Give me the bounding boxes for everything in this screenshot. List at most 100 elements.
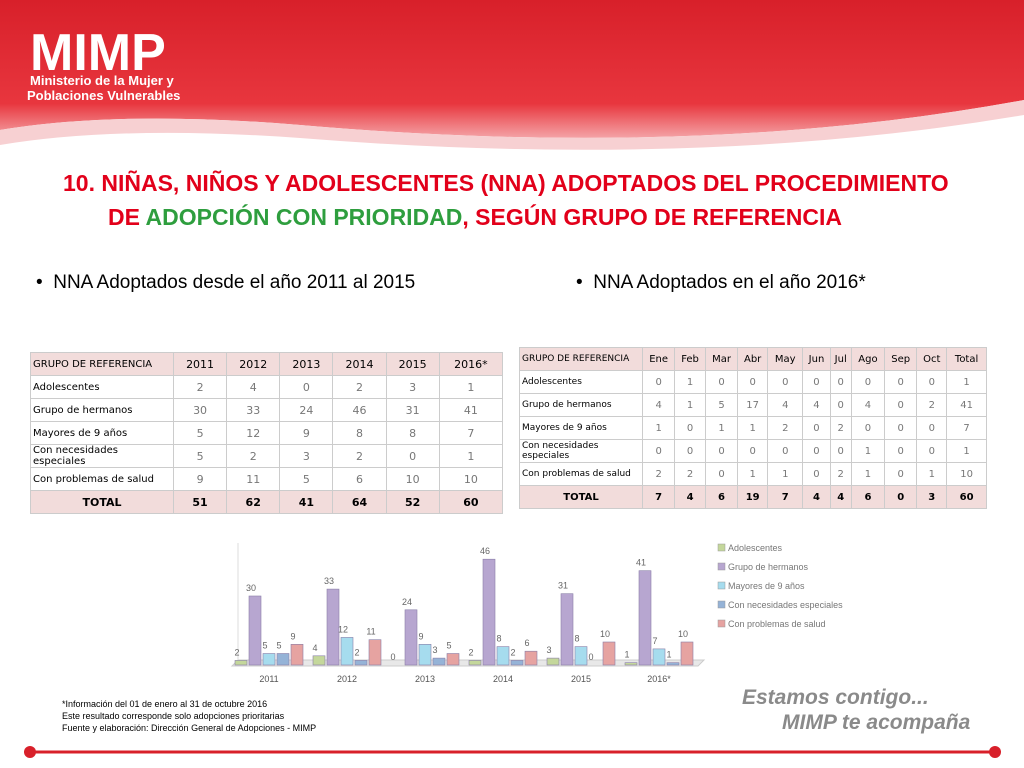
table-cell: 0 (737, 439, 769, 463)
table-cell: 1 (850, 439, 885, 463)
table-cell: 2014 (332, 352, 387, 376)
data-label: 8 (496, 634, 501, 644)
data-label: 6 (524, 638, 529, 648)
table-cell: 0 (674, 439, 706, 463)
table-row: Con problemas de salud 2 2 0 1 1 0 2 1 0 1 10 (519, 462, 987, 486)
table-cell: 17 (737, 393, 769, 417)
table-cell: 0 (802, 370, 831, 394)
table-cell: 0 (883, 393, 918, 417)
table-cell: 0 (279, 375, 334, 399)
table-cell: 60 (946, 485, 987, 509)
table-cell: 8 (385, 421, 440, 445)
footer-dot (24, 746, 36, 758)
bar (574, 646, 588, 666)
table-cell: 41 (438, 398, 504, 422)
title-text: 10. NIÑAS, NIÑOS Y ADOLESCENTES (NNA) AD… (63, 170, 949, 196)
table-cell: 5 (172, 444, 228, 468)
bar (524, 650, 538, 666)
legend-label: Adolescentes (728, 543, 783, 553)
table-cell: 7 (946, 416, 987, 440)
table-cell: Grupo de hermanos (519, 393, 643, 417)
table-cell: 5 (279, 467, 334, 491)
bar (404, 609, 418, 666)
table-cell: Mayores de 9 años (30, 421, 174, 445)
x-tick-label: 2015 (571, 674, 591, 684)
table-cell: 4 (226, 375, 281, 399)
header-band (0, 0, 1024, 138)
data-label: 2 (354, 647, 359, 657)
bar (624, 662, 638, 666)
table-row: Con necesidades especiales 5 2 3 2 0 1 (30, 444, 504, 468)
table-cell: 1 (674, 370, 706, 394)
table-cell: Con necesidades especiales (30, 444, 174, 468)
table: GRUPO DE REFERENCIA 2011 2012 2013 2014 2015 2… (30, 352, 504, 514)
table-cell: TOTAL (519, 485, 643, 509)
table: GRUPO DE REFERENCIA Ene Feb Mar Abr May Jun Jul… (519, 347, 987, 509)
x-tick-label: 2014 (493, 674, 513, 684)
table-cell: 30 (172, 398, 228, 422)
table-cell: 1 (704, 416, 739, 440)
title-highlight: ADOPCIÓN CON PRIORIDAD (145, 204, 463, 230)
table-cell: 2016* (438, 352, 504, 376)
table-cell: Mar (704, 347, 739, 371)
data-label: 46 (480, 546, 490, 556)
table-cell: 10 (946, 462, 987, 486)
data-label: 4 (312, 643, 317, 653)
table-cell: 4 (850, 393, 885, 417)
bar (234, 660, 248, 666)
note: Este resultado corresponde solo adopcion… (62, 711, 285, 721)
table-cell: 2 (332, 375, 387, 399)
x-tick-label: 2016* (647, 674, 671, 684)
legend-label: Con necesidades especiales (728, 600, 843, 610)
data-label: 41 (636, 558, 646, 568)
table-row: TOTAL 51 62 41 64 52 60 (30, 490, 504, 514)
table-cell: 0 (916, 370, 948, 394)
logo: MIMP (30, 24, 166, 82)
table-cell: 3 (385, 375, 440, 399)
title-text: DE (108, 204, 146, 230)
table-cell: 6 (704, 485, 739, 509)
bar (446, 653, 460, 666)
bar (468, 660, 482, 666)
table-cell: 10 (438, 467, 504, 491)
bar (666, 662, 680, 666)
table-cell: 0 (641, 439, 676, 463)
table-cell: 0 (883, 439, 918, 463)
slide-title: 10. NIÑAS, NIÑOS Y ADOLESCENTES (NNA) AD… (0, 166, 1024, 234)
table-cell: Grupo de hermanos (30, 398, 174, 422)
table-row: GRUPO DE REFERENCIA 2011 2012 2013 2014 2015 2… (30, 352, 504, 376)
bar (418, 644, 432, 666)
table-cell: 4 (674, 485, 706, 509)
title-line: DE ADOPCIÓN CON PRIORIDAD, SEGÚN GRUPO D… (0, 200, 1024, 234)
table-cell: 0 (883, 416, 918, 440)
table-cell: 41 (946, 393, 987, 417)
table-row: Grupo de hermanos 4 1 5 17 4 4 0 4 0 2 41 (519, 393, 987, 417)
legend-swatch (717, 600, 726, 609)
table-cell: 3 (279, 444, 334, 468)
table-cell: 2 (916, 393, 948, 417)
bar (354, 660, 368, 666)
table-cell: 31 (385, 398, 440, 422)
slogan: Estamos contigo... (742, 686, 929, 709)
table-cell: 0 (883, 462, 918, 486)
data-label: 1 (666, 650, 671, 660)
table-cell: 1 (438, 375, 504, 399)
table-cell: 0 (767, 370, 804, 394)
data-label: 1 (624, 650, 629, 660)
table-cell: Adolescentes (30, 375, 174, 399)
data-label: 2 (234, 647, 239, 657)
data-label: 11 (366, 627, 375, 637)
table-cell: 2 (767, 416, 804, 440)
table-cell: 1 (946, 370, 987, 394)
table-cell: Jul (829, 347, 852, 371)
data-label: 31 (558, 581, 568, 591)
table-cell: 2 (226, 444, 281, 468)
legend-label: Con problemas de salud (728, 619, 826, 629)
table-cell: 0 (883, 485, 918, 509)
table-cell: Con necesidades especiales (519, 439, 643, 463)
bar (560, 593, 574, 666)
table-cell: Ene (641, 347, 676, 371)
table-row: Adolescentes 2 4 0 2 3 1 (30, 375, 504, 399)
